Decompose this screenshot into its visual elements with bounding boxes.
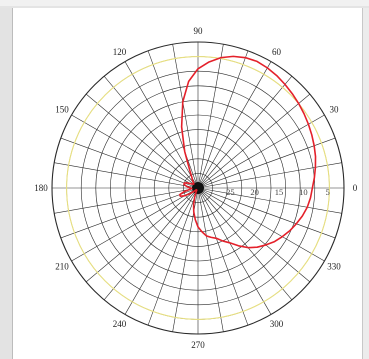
- angular-tick-label: 210: [55, 262, 69, 272]
- angular-tick-label: 90: [194, 26, 204, 36]
- angular-tick-label: 330: [327, 262, 341, 272]
- angular-tick-label: 240: [113, 319, 127, 329]
- grid-spoke: [197, 187, 342, 214]
- angular-tick-label: 0: [353, 183, 358, 193]
- grid-spoke: [197, 187, 249, 326]
- grid-spoke: [197, 44, 224, 189]
- grid-spoke: [103, 75, 199, 189]
- grid-spoke: [147, 50, 199, 189]
- angular-tick-label: 120: [113, 47, 127, 57]
- radial-tick-label: 25: [226, 187, 235, 197]
- grid-spoke: [54, 162, 199, 189]
- grid-spoke: [197, 187, 325, 262]
- angular-tick-label: 60: [272, 47, 282, 57]
- series-line-0: [178, 55, 317, 249]
- grid-spoke: [197, 93, 311, 189]
- radial-tick-label: 15: [275, 187, 284, 197]
- grid-spoke: [197, 61, 272, 189]
- angular-tick-label: 180: [34, 183, 48, 193]
- grid-spoke: [103, 187, 199, 301]
- grid-spoke: [124, 187, 199, 315]
- grid-spoke: [60, 137, 199, 189]
- grid-spoke: [172, 44, 199, 189]
- polar-grid: [51, 41, 345, 335]
- grid-spoke: [85, 187, 199, 283]
- grid-spoke: [71, 187, 199, 262]
- grid-spoke: [197, 162, 342, 189]
- grid-spoke: [197, 187, 272, 315]
- window-top-line: [0, 6, 369, 8]
- reference-circle: [66, 56, 330, 320]
- grid-spoke: [197, 187, 293, 301]
- window-left-bar: [0, 8, 13, 359]
- grid-spoke: [124, 61, 199, 189]
- radial-tick-label: 20: [250, 187, 259, 197]
- grid-spoke: [197, 187, 224, 332]
- grid-spoke: [197, 187, 336, 239]
- grid-spoke: [197, 187, 311, 283]
- grid-spoke: [147, 187, 199, 326]
- window-right-scrollbar[interactable]: [362, 8, 369, 359]
- grid-spoke: [197, 137, 336, 189]
- radial-tick-label: 5: [326, 187, 330, 197]
- angular-tick-label: 270: [191, 340, 205, 350]
- grid-spoke: [197, 114, 325, 189]
- radial-tick-label: 10: [299, 187, 308, 197]
- angular-tick-label: 30: [329, 105, 339, 115]
- angular-tick-label: 150: [55, 105, 69, 115]
- grid-spoke: [197, 50, 249, 189]
- angular-tick-label: 300: [270, 319, 284, 329]
- grid-spoke: [197, 75, 293, 189]
- grid-spoke: [54, 187, 199, 214]
- grid-spoke: [60, 187, 199, 239]
- grid-spoke: [71, 114, 199, 189]
- tick-labels: 0 30 60 90 120 150 180 210 240 270 300 330 5 10 15 20 25: [34, 26, 358, 350]
- grid-spoke: [85, 93, 199, 189]
- series-layer: [178, 55, 317, 249]
